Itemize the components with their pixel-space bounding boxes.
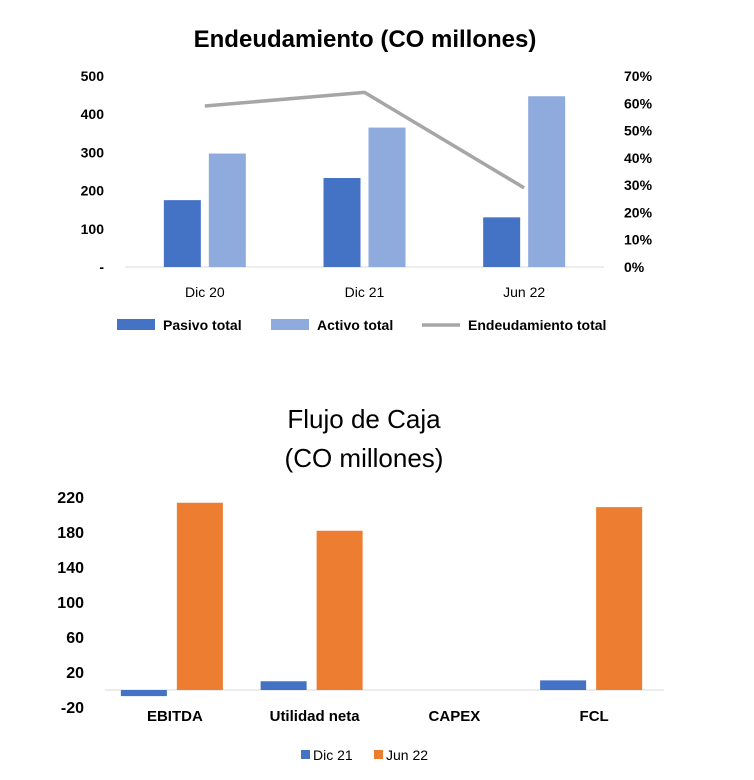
chart1-legend-label: Activo total — [317, 317, 393, 333]
chart1-y-right-tick-label: 40% — [624, 150, 653, 166]
chart1-bar-pasivo-total — [163, 200, 201, 267]
chart2-legend-swatch — [374, 750, 383, 759]
chart1-legend-label: Endeudamiento total — [468, 317, 606, 333]
chart2-category-label: FCL — [580, 708, 609, 725]
chart2-y-tick-label: 140 — [57, 560, 84, 577]
chart1-y-right-tick-label: 0% — [624, 259, 645, 275]
chart1-y-right-tick-label: 20% — [624, 204, 653, 220]
chart2-bar-dic-21 — [120, 690, 167, 697]
chart1-title: Endeudamiento (CO millones) — [194, 26, 537, 53]
chart1-category-label: Dic 21 — [345, 284, 385, 300]
chart2-bar-jun-22 — [176, 502, 223, 690]
chart2-y-tick-label: 100 — [57, 595, 84, 612]
chart2-category-label: Utilidad neta — [270, 708, 361, 725]
chart1-y-left-tick-label: 300 — [81, 144, 105, 160]
chart1-bar-activo-total — [528, 96, 566, 267]
chart2-legend-swatch — [301, 750, 310, 759]
chart1-legend-swatch — [271, 319, 309, 330]
chart2-y-tick-label: 20 — [66, 665, 84, 682]
chart1-y-right-tick-label: 10% — [624, 232, 653, 248]
chart2-bar-jun-22 — [596, 507, 643, 690]
chart1-y-right-tick-label: 50% — [624, 123, 653, 139]
chart1-y-left-tick-label: 100 — [81, 221, 105, 237]
chart1-bar-pasivo-total — [483, 217, 521, 267]
chart2-category-label: EBITDA — [147, 708, 203, 725]
chart1-category-label: Dic 20 — [185, 284, 225, 300]
chart1-bar-activo-total — [208, 153, 246, 267]
chart2-y-tick-label: 180 — [57, 525, 84, 542]
chart1-category-label: Jun 22 — [503, 284, 545, 300]
chart2-y-tick-label: 220 — [57, 490, 84, 507]
chart1-bar-pasivo-total — [323, 177, 361, 267]
chart2-bar-jun-22 — [316, 530, 363, 690]
chart1-y-right-tick-label: 30% — [624, 177, 653, 193]
chart1-y-left-tick-label: - — [99, 259, 104, 275]
chart2-title-line-2: (CO millones) — [285, 443, 444, 473]
chart1-bar-activo-total — [368, 127, 406, 267]
chart1-y-left-tick-label: 400 — [81, 106, 105, 122]
chart2-legend-label: Jun 22 — [386, 747, 428, 763]
chart1-y-right-tick-label: 70% — [624, 68, 653, 84]
chart1-line-endeudamiento-total — [204, 90, 526, 190]
chart1-y-left-tick-label: 200 — [81, 183, 105, 199]
chart2-y-tick-label: -20 — [61, 700, 84, 717]
chart2-legend-label: Dic 21 — [313, 747, 353, 763]
chart1-y-right-tick-label: 60% — [624, 95, 653, 111]
chart1-legend-swatch — [117, 319, 155, 330]
chart2-bar-dic-21 — [260, 681, 307, 690]
chart2-title-line-1: Flujo de Caja — [287, 404, 441, 434]
chart2-y-tick-label: 60 — [66, 630, 84, 647]
chart2-bar-dic-21 — [540, 680, 587, 690]
chart1-y-left-tick-label: 500 — [81, 68, 105, 84]
chart1-legend-label: Pasivo total — [163, 317, 242, 333]
chart2-category-label: CAPEX — [429, 708, 481, 725]
